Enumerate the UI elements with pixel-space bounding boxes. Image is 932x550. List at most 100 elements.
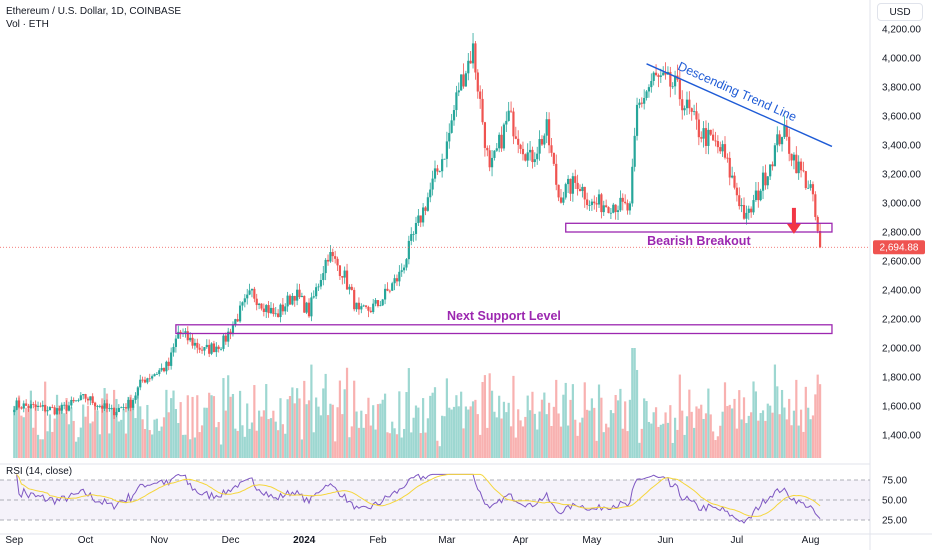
currency-button[interactable]: USD bbox=[877, 3, 923, 21]
volume-bar bbox=[673, 417, 677, 458]
candle-body bbox=[557, 184, 560, 198]
candle-body bbox=[714, 140, 717, 142]
volume-bar bbox=[814, 394, 817, 458]
volume-bar bbox=[350, 426, 353, 458]
volume-bar bbox=[360, 410, 363, 458]
candle-body bbox=[697, 119, 700, 138]
volume-bar bbox=[735, 428, 738, 458]
candle-body bbox=[272, 307, 275, 314]
candle-body bbox=[41, 405, 44, 407]
candle-body bbox=[369, 310, 372, 313]
volume-bar bbox=[816, 374, 819, 458]
candle-body bbox=[63, 404, 66, 406]
volume-bar bbox=[557, 413, 560, 458]
candle-body bbox=[143, 379, 147, 383]
candle-body bbox=[281, 304, 284, 312]
volume-bar bbox=[93, 401, 97, 458]
volume-bar bbox=[200, 425, 204, 458]
volume-bar bbox=[495, 417, 498, 458]
volume-bar bbox=[785, 419, 788, 458]
candle-body bbox=[792, 154, 796, 161]
candle-body bbox=[212, 343, 216, 353]
candle-body bbox=[67, 405, 71, 411]
candle-body bbox=[790, 153, 793, 161]
candle-body bbox=[86, 398, 90, 401]
volume-bar bbox=[312, 432, 315, 458]
volume-bar bbox=[728, 404, 731, 458]
candle-body bbox=[431, 178, 434, 190]
candle-body bbox=[474, 43, 477, 73]
candle-body bbox=[108, 408, 111, 409]
volume-bar bbox=[567, 425, 570, 458]
candle-body bbox=[512, 111, 515, 137]
candle-body bbox=[155, 373, 158, 375]
volume-bar bbox=[272, 410, 275, 458]
candle-body bbox=[476, 72, 479, 92]
candle-body bbox=[364, 305, 368, 307]
candle-body bbox=[362, 305, 365, 307]
volume-bar bbox=[519, 420, 522, 458]
candle-body bbox=[27, 405, 30, 409]
volume-bar bbox=[146, 404, 149, 458]
candle-body bbox=[769, 164, 772, 177]
volume-bar bbox=[44, 381, 47, 458]
volume-bar bbox=[564, 382, 567, 458]
candle-body bbox=[500, 134, 503, 149]
volume-bar bbox=[193, 437, 197, 458]
volume-bar bbox=[412, 417, 415, 458]
candle-body bbox=[193, 342, 197, 346]
candle-body bbox=[165, 361, 168, 372]
candle-body bbox=[631, 166, 634, 204]
volume-bar bbox=[367, 397, 370, 458]
candle-body bbox=[543, 135, 546, 145]
volume-bar bbox=[752, 381, 755, 458]
candle-body bbox=[234, 319, 237, 326]
symbol-title[interactable]: Ethereum / U.S. Dollar, 1D, COINBASE bbox=[6, 6, 182, 17]
volume-bar bbox=[462, 428, 465, 458]
volume-bar bbox=[526, 395, 529, 458]
candle-body bbox=[277, 313, 280, 318]
volume-bar bbox=[433, 387, 437, 458]
volume-bar bbox=[15, 409, 18, 458]
volume-label[interactable]: Vol · ETH bbox=[6, 19, 49, 30]
candle-body bbox=[514, 136, 517, 139]
candle-body bbox=[562, 197, 565, 203]
candle-body bbox=[662, 72, 665, 76]
volume-bar bbox=[174, 409, 178, 458]
candle-body bbox=[704, 128, 708, 146]
volume-bar bbox=[681, 410, 684, 458]
candle-body bbox=[191, 337, 194, 346]
volume-bar bbox=[750, 412, 753, 458]
candle-body bbox=[602, 205, 605, 213]
candle-body bbox=[189, 337, 192, 341]
volume-bar bbox=[476, 414, 479, 458]
candle-body bbox=[184, 331, 187, 333]
volume-bar bbox=[555, 379, 558, 458]
volume-bar bbox=[122, 408, 125, 458]
volume-bar bbox=[533, 413, 536, 458]
candle-body bbox=[20, 407, 23, 409]
volume-bar bbox=[160, 426, 163, 458]
volume-bar bbox=[115, 398, 118, 458]
volume-bar bbox=[597, 384, 601, 458]
volume-bar bbox=[671, 442, 674, 458]
candle-body bbox=[521, 148, 525, 155]
candle-body bbox=[567, 178, 570, 185]
candle-body bbox=[581, 186, 584, 192]
candle-body bbox=[200, 349, 204, 351]
volume-bar bbox=[498, 395, 501, 458]
volume-bar bbox=[707, 388, 710, 458]
volume-bar bbox=[524, 416, 527, 458]
candle-body bbox=[55, 408, 59, 415]
candle-body bbox=[443, 158, 446, 160]
candle-body bbox=[348, 286, 351, 290]
candle-body bbox=[460, 74, 463, 91]
candle-body bbox=[645, 91, 648, 98]
candle-body bbox=[429, 189, 432, 198]
candle-body bbox=[51, 407, 54, 408]
volume-bar bbox=[419, 433, 422, 458]
candle-body bbox=[48, 407, 52, 411]
volume-bar bbox=[621, 428, 624, 458]
volume-bar bbox=[700, 404, 703, 458]
